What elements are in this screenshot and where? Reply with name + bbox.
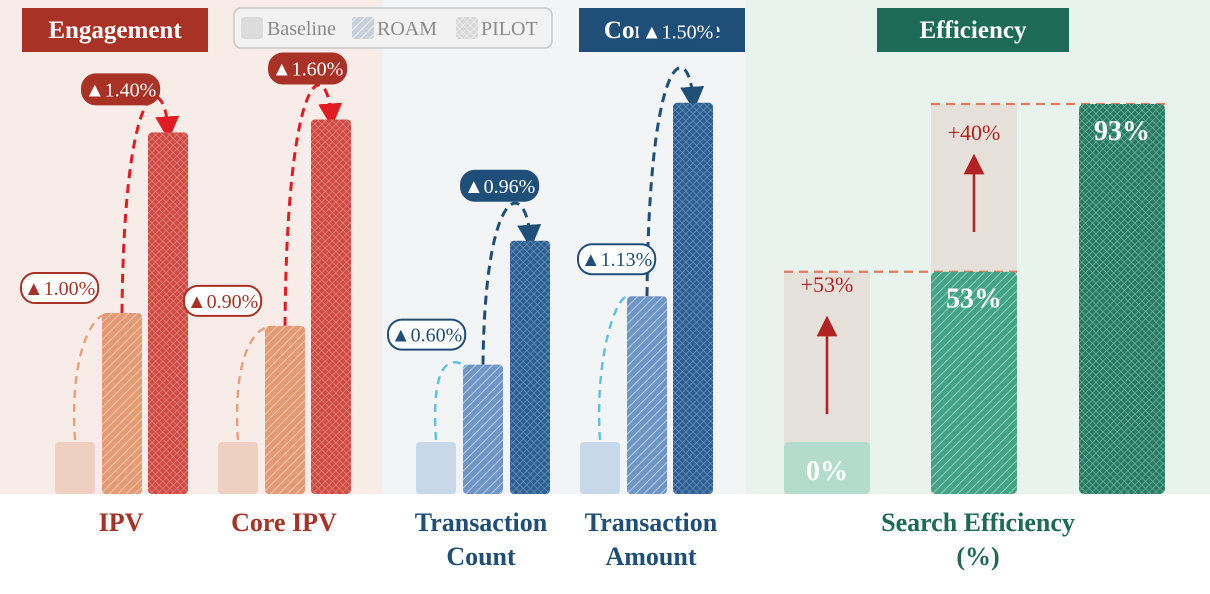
category-label-transaction-amount-line1: Transaction bbox=[585, 508, 718, 537]
arrow-transaction-amount-pilot bbox=[645, 66, 705, 297]
callout-box-core-ipv-pilot bbox=[268, 52, 348, 85]
value-label-search-efficiency-roam: 53% bbox=[946, 284, 1002, 315]
callout-label-core-ipv-roam: ▲0.90% bbox=[187, 291, 258, 313]
bar-core-ipv-baseline bbox=[218, 442, 258, 494]
bar-transaction-count-roam bbox=[463, 364, 503, 494]
callout-label-transaction-count-roam: ▲0.60% bbox=[391, 325, 462, 347]
bar-transaction-amount-baseline bbox=[580, 442, 620, 494]
callout-box-core-ipv-roam bbox=[183, 284, 263, 317]
bar-search-efficiency-roam bbox=[931, 271, 1017, 494]
category-label-transaction-count-line1: Transaction bbox=[415, 508, 548, 537]
callout-label-ipv-roam: ▲1.00% bbox=[24, 278, 95, 300]
bar-transaction-amount-pilot bbox=[673, 102, 713, 494]
arrow-transaction-amount-roam bbox=[597, 295, 632, 441]
category-label-core-ipv: Core IPV bbox=[231, 508, 337, 537]
engagement-title-banner bbox=[22, 8, 208, 52]
bar-core-ipv-pilot bbox=[311, 119, 351, 494]
gain-arrows bbox=[72, 66, 705, 441]
value-label-search-efficiency-pilot: 93% bbox=[1094, 116, 1150, 147]
arrow-ipv-roam bbox=[72, 313, 107, 441]
value-label-search-efficiency-baseline: 0% bbox=[806, 456, 848, 487]
callout-box-transaction-count-pilot bbox=[460, 169, 540, 202]
callout-label-ipv-pilot: ▲1.40% bbox=[85, 79, 156, 101]
callout-box-transaction-count-roam bbox=[387, 318, 467, 351]
arrow-core-ipv-pilot bbox=[283, 83, 343, 326]
bar-core-ipv-roam bbox=[265, 325, 305, 494]
bar-transaction-count-pilot bbox=[510, 240, 550, 494]
bar-search-efficiency-baseline bbox=[784, 442, 870, 494]
legend-swatch-baseline bbox=[241, 17, 263, 39]
callout-box-ipv-roam bbox=[20, 272, 100, 304]
bar-search-efficiency-pilot bbox=[1079, 104, 1165, 494]
efficiency-title-banner bbox=[877, 8, 1069, 52]
legend-label-roam: ROAM bbox=[377, 18, 437, 40]
bar-transaction-count-baseline bbox=[416, 442, 456, 494]
category-label-transaction-amount-line2: Amount bbox=[605, 542, 696, 571]
efficiency-title: Efficiency bbox=[920, 17, 1027, 44]
gain-callouts: ▲1.00% ▲1.40% ▲0.90% ▲1.60% ▲0.60% ▲0.96% ▲1.1… bbox=[20, 15, 718, 351]
gain-label-2: +40% bbox=[948, 120, 1001, 145]
callout-box-transaction-amount-roam bbox=[577, 243, 657, 276]
legend-label-baseline: Baseline bbox=[267, 18, 336, 40]
legend-swatch-pilot bbox=[456, 17, 478, 39]
callout-box-transaction-amount-pilot bbox=[638, 15, 718, 48]
arrow-ipv-pilot bbox=[120, 95, 180, 314]
legend-label-pilot: PILOT bbox=[481, 18, 538, 40]
bar-transaction-amount-roam bbox=[627, 296, 667, 494]
gain-label-1: +53% bbox=[801, 272, 854, 297]
callout-label-core-ipv-pilot: ▲1.60% bbox=[272, 59, 343, 81]
bar-ipv-baseline bbox=[55, 442, 95, 494]
category-label-search-efficiency-line1: Search Efficiency bbox=[881, 508, 1075, 537]
callout-box-ipv-pilot bbox=[81, 73, 161, 106]
bars bbox=[55, 102, 1165, 494]
bar-ipv-roam bbox=[102, 313, 142, 494]
arrow-transaction-count-pilot bbox=[481, 201, 542, 365]
engagement-title: Engagement bbox=[48, 17, 182, 44]
legend: Baseline ROAM PILOT bbox=[233, 7, 553, 49]
callout-label-transaction-amount-pilot: ▲1.50% bbox=[642, 22, 713, 44]
legend-swatch-roam bbox=[352, 17, 374, 39]
bar-ipv-pilot bbox=[148, 132, 188, 494]
arrow-transaction-count-roam bbox=[433, 361, 468, 441]
category-label-ipv: IPV bbox=[99, 508, 144, 537]
efficiency-labels: 0% 53% 93% +53% +40% bbox=[801, 116, 1150, 487]
category-label-search-efficiency-line2: (%) bbox=[956, 542, 999, 571]
callout-label-transaction-count-pilot: ▲0.96% bbox=[464, 176, 535, 198]
category-label-transaction-count-line2: Count bbox=[446, 542, 516, 571]
arrow-core-ipv-roam bbox=[235, 326, 270, 441]
callout-label-transaction-amount-roam: ▲1.13% bbox=[581, 249, 652, 271]
